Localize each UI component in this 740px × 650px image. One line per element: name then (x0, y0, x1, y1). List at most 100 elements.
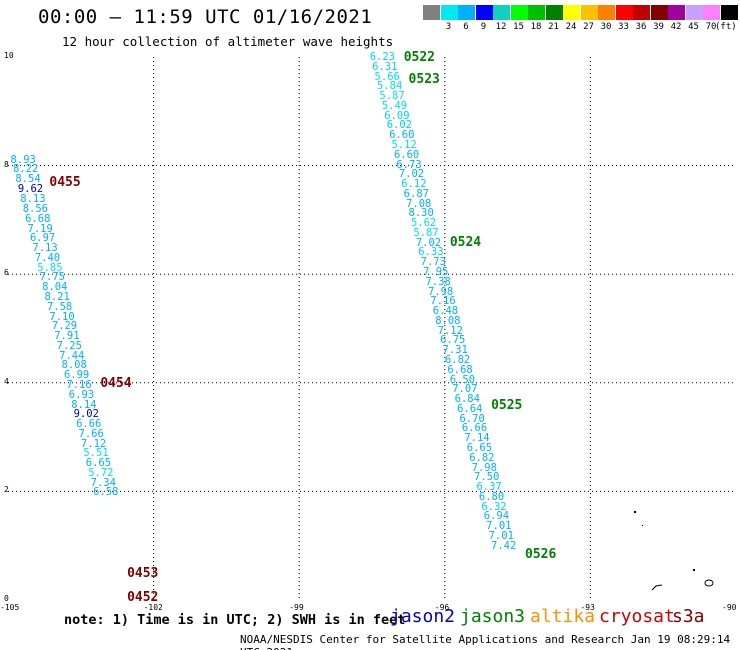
satellite-legend-cryosat: cryosat (599, 606, 675, 627)
colorbar-swatch (423, 5, 440, 20)
wave-height-value: 6.31 (372, 60, 398, 73)
wave-height-value: 7.73 (420, 256, 446, 269)
lat-tick-label: 4 (4, 376, 9, 386)
wave-height-value: 5.62 (410, 217, 437, 230)
wave-height-value: 8.93 (10, 154, 36, 167)
wave-height-value: 6.73 (396, 158, 422, 171)
pass-time-label: 0524 (449, 234, 482, 250)
island-icon (693, 569, 695, 571)
wave-height-value: 7.31 (442, 344, 468, 357)
colorbar-label: 45 (688, 22, 699, 32)
wave-height-value: 6.68 (447, 363, 473, 376)
colorbar-label: 70 (705, 22, 717, 32)
colorbar-swatch (650, 5, 668, 20)
wave-height-value: 7.44 (59, 349, 85, 362)
pass-time-label: 0454 (100, 375, 132, 391)
wave-height-value: 6.66 (76, 418, 102, 431)
wave-height-value: 6.87 (403, 187, 429, 200)
wave-height-value: 7.42 (491, 539, 517, 552)
colorbar-swatch (510, 5, 528, 20)
wave-height-value: 5.49 (381, 99, 408, 112)
wave-height-value: 7.02 (415, 236, 442, 249)
wave-height-value: 7.95 (423, 266, 449, 279)
wave-height-value: 6.32 (481, 500, 507, 513)
wave-height-value: 7.66 (78, 427, 104, 440)
colorbar-swatch (615, 5, 633, 20)
wave-height-value: 7.38 (425, 275, 451, 288)
wave-height-value: 6.82 (444, 353, 471, 366)
wave-height-value: 7.16 (430, 295, 456, 308)
wave-height-value: 8.54 (15, 173, 41, 186)
wave-height-value: 7.10 (49, 310, 75, 323)
wave-height-value: 7.08 (406, 197, 432, 210)
wave-height-value: 6.60 (393, 148, 420, 161)
colorbar-label: 9 (480, 22, 487, 32)
colorbar-label: 27 (583, 22, 594, 32)
wave-height-value: 8.22 (12, 163, 39, 176)
colorbar-swatch (668, 5, 685, 20)
colorbar-label: 24 (565, 22, 577, 32)
wave-height-value: 7.25 (56, 339, 82, 352)
wave-height-value: 9.62 (17, 182, 44, 195)
wave-height-value: 6.64 (457, 402, 483, 415)
colorbar-label: 15 (513, 22, 524, 32)
wave-height-value: 7.01 (486, 520, 512, 533)
wave-height-value: 7.16 (66, 378, 92, 391)
wave-height-value: 7.07 (452, 383, 478, 396)
wave-height-value: 5.72 (88, 466, 114, 479)
wave-height-value: 6.48 (432, 305, 459, 318)
colorbar-swatch (493, 5, 510, 20)
wave-height-value: 6.60 (389, 129, 415, 142)
wave-height-value: 7.01 (488, 529, 514, 542)
lon-tick-label: -102 (143, 603, 163, 612)
colorbar-unit: (ft) (715, 22, 737, 32)
units-note: note: 1) Time is in UTC; 2) SWH is in fe… (64, 612, 406, 628)
wave-height-value: 9.02 (73, 408, 99, 421)
lon-tick-label: -99 (289, 603, 304, 612)
wave-height-value: 8.56 (22, 203, 48, 216)
colorbar-swatch (545, 5, 563, 20)
wave-height-value: 7.98 (471, 461, 497, 474)
wave-height-value: 6.37 (476, 481, 502, 494)
wave-height-value: 6.02 (386, 119, 412, 132)
wave-height-value: 8.14 (71, 398, 97, 411)
footer-credit: NOAA/NESDIS Center for Satellite Applica… (240, 633, 731, 650)
colorbar-swatch (440, 5, 458, 20)
colorbar-label: 42 (670, 22, 682, 32)
pass-time-label: 0523 (408, 71, 440, 87)
wave-height-value: 6.80 (478, 490, 505, 503)
wave-height-value: 5.12 (391, 138, 417, 151)
lat-tick-label: 8 (4, 159, 9, 169)
lat-tick-label: 10 (4, 51, 14, 60)
wave-height-value: 7.50 (474, 471, 500, 484)
colorbar-swatch (458, 5, 475, 20)
wave-height-value: 7.13 (32, 242, 58, 255)
wave-height-value: 6.65 (466, 441, 493, 454)
wave-height-value: 8.08 (61, 359, 87, 372)
lon-tick-label: -96 (434, 603, 450, 612)
wave-height-value: 5.51 (83, 447, 109, 460)
lat-tick-label: 2 (4, 485, 9, 495)
wave-height-value: 7.98 (427, 285, 454, 298)
pass-time-label: 0452 (127, 590, 159, 606)
wave-height-value: 5.85 (37, 261, 63, 274)
colorbar-label: 36 (635, 22, 647, 32)
colorbar-swatch (528, 5, 545, 20)
wave-height-value: 6.50 (449, 373, 476, 386)
wave-height-value: 6.75 (440, 334, 466, 347)
island-icon (634, 511, 636, 513)
pass-time-label: 0525 (491, 397, 523, 413)
page-subtitle: 12 hour collection of altimeter wave hei… (62, 34, 394, 49)
lon-tick-label: -93 (580, 603, 595, 612)
wave-height-value: 6.84 (454, 393, 480, 406)
wave-height-value: 6.23 (369, 51, 395, 63)
wave-height-value: 6.97 (29, 232, 56, 245)
wave-height-value: 6.94 (483, 510, 510, 523)
wave-height-value: 7.12 (437, 324, 463, 337)
wave-height-value: 6.70 (459, 412, 485, 425)
wave-height-value: 7.29 (51, 320, 78, 333)
satellite-legend-s3a: s3a (672, 606, 705, 627)
wave-height-value: 6.58 (93, 486, 119, 499)
